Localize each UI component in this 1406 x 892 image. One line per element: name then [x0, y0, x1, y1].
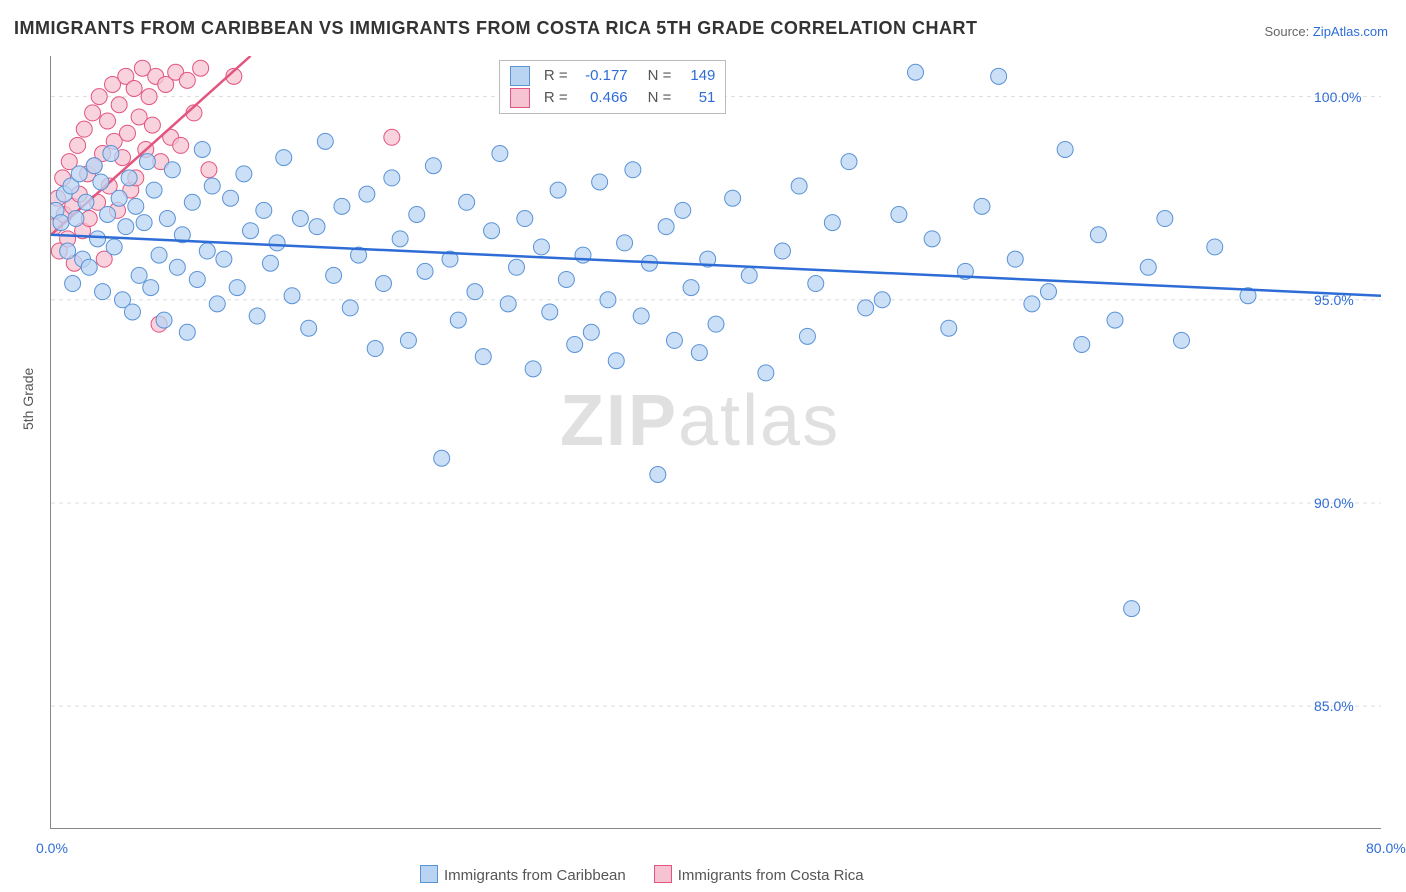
legend-label: Immigrants from Costa Rica	[678, 867, 864, 884]
y-tick-label: 90.0%	[1314, 495, 1354, 511]
legend-item: Immigrants from Caribbean	[420, 865, 626, 884]
stats-legend-box: R = -0.177 N = 149 R = 0.466 N = 51	[499, 60, 727, 114]
y-tick-label: 85.0%	[1314, 698, 1354, 714]
stat-n-label: N =	[648, 65, 672, 87]
scatter-plot	[50, 56, 1381, 829]
stat-r-value: -0.177	[576, 65, 628, 87]
bottom-legend: Immigrants from Caribbean Immigrants from…	[420, 865, 864, 884]
stat-r-label: R =	[544, 87, 568, 109]
y-tick-label: 95.0%	[1314, 292, 1354, 308]
stat-r-value: 0.466	[576, 87, 628, 109]
source-label: Source:	[1264, 24, 1312, 39]
stat-n-value: 51	[679, 87, 715, 109]
legend-label: Immigrants from Caribbean	[444, 867, 626, 884]
y-tick-label: 100.0%	[1314, 89, 1361, 105]
legend-swatch	[510, 88, 530, 108]
chart-title: IMMIGRANTS FROM CARIBBEAN VS IMMIGRANTS …	[14, 18, 977, 39]
stat-n-label: N =	[648, 87, 672, 109]
legend-item: Immigrants from Costa Rica	[654, 865, 864, 884]
legend-swatch	[420, 865, 438, 883]
stat-r-label: R =	[544, 65, 568, 87]
y-axis-label: 5th Grade	[20, 368, 36, 430]
legend-swatch	[510, 66, 530, 86]
legend-swatch	[654, 865, 672, 883]
x-tick-label: 0.0%	[36, 840, 68, 856]
source-attr: Source: ZipAtlas.com	[1264, 24, 1388, 39]
x-tick-label: 80.0%	[1366, 840, 1406, 856]
source-link[interactable]: ZipAtlas.com	[1313, 24, 1388, 39]
stat-n-value: 149	[679, 65, 715, 87]
